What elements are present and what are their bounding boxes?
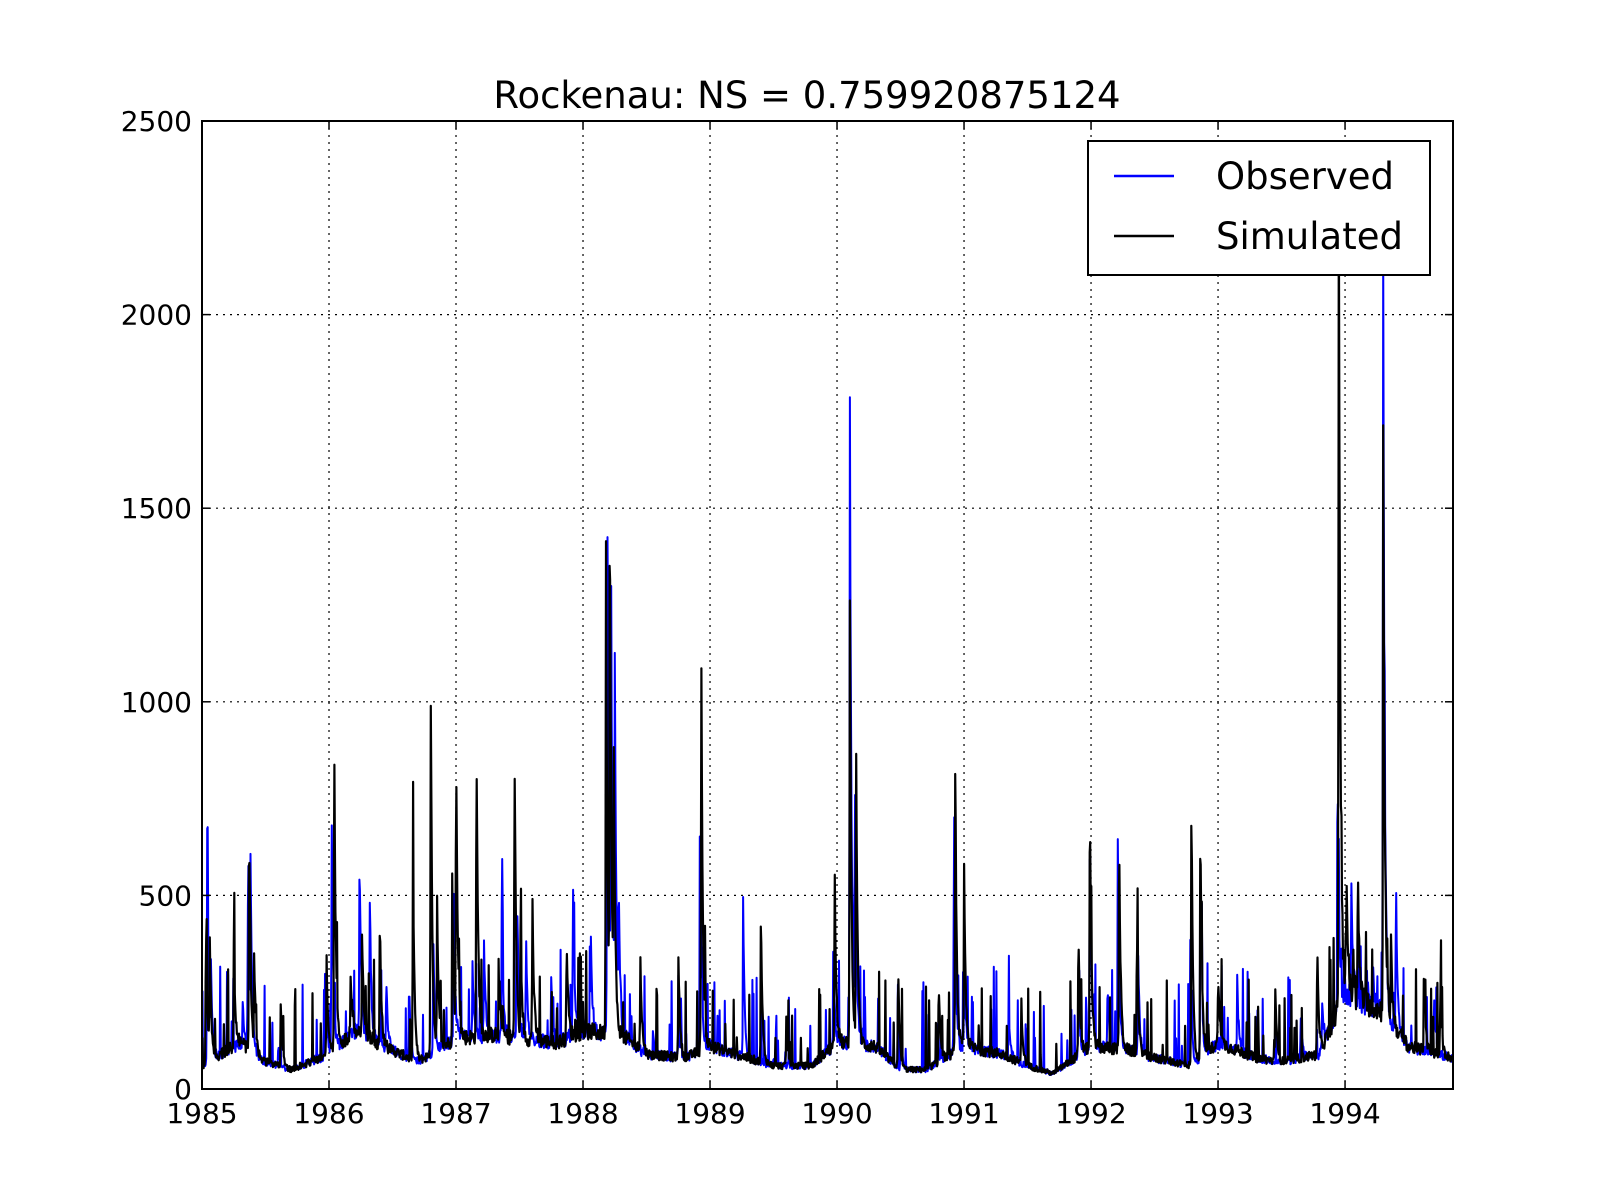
plot-frame: [201, 120, 1454, 1090]
y-tick-label: 2500: [121, 105, 192, 138]
x-tick-label: 1991: [928, 1097, 999, 1130]
y-tick-label: 1000: [121, 686, 192, 719]
x-tick-label: 1988: [547, 1097, 618, 1130]
axes: 1985 1986 1987 1988 1989 1990 1991 1992 1993 1994…: [121, 105, 1454, 1130]
series-lines: [202, 192, 1453, 1076]
y-tick-label: 500: [139, 879, 192, 912]
series-line-simulated: [202, 192, 1453, 1076]
x-tick-label: 1994: [1309, 1097, 1380, 1130]
chart-title: Rockenau: NS = 0.759920875124: [493, 74, 1120, 117]
x-tick-label: 1990: [801, 1097, 872, 1130]
x-tick-label: 1986: [293, 1097, 364, 1130]
legend-label-observed: Observed: [1216, 155, 1394, 198]
y-tick-label: 2000: [121, 299, 192, 332]
x-tick-label: 1985: [166, 1097, 237, 1130]
x-tick-label: 1989: [674, 1097, 745, 1130]
legend-label-simulated: Simulated: [1216, 215, 1403, 258]
x-tick-label: 1987: [420, 1097, 491, 1130]
legend-box: [1087, 140, 1431, 276]
legend: Observed Simulated: [1087, 140, 1431, 276]
x-tick-label: 1992: [1055, 1097, 1126, 1130]
x-tick-label: 1993: [1182, 1097, 1253, 1130]
y-tick-label: 1500: [121, 492, 192, 525]
y-tick-label: 0: [174, 1073, 192, 1106]
